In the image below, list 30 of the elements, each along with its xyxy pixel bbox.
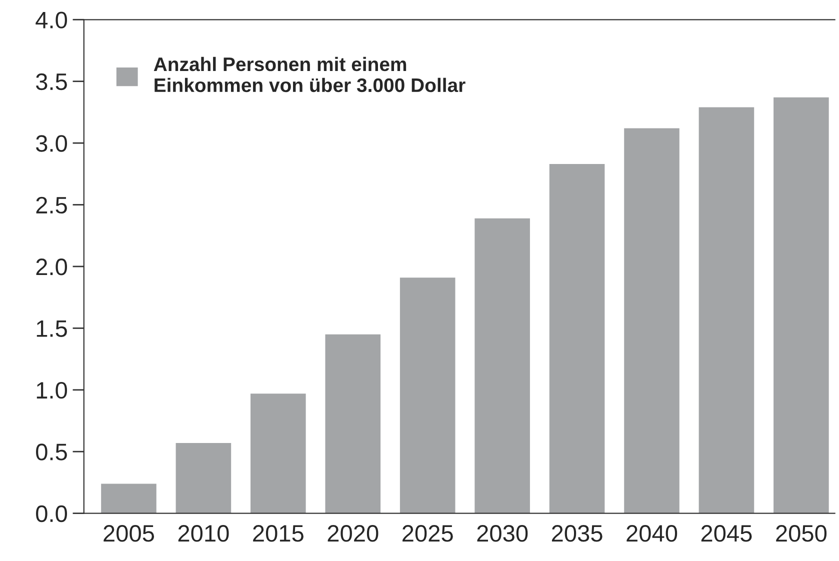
bar	[474, 218, 530, 514]
y-tick-label: 0.0	[36, 505, 68, 522]
bar	[774, 97, 829, 514]
x-tick-label: 2040	[626, 525, 678, 542]
y-tick-label: 3.0	[36, 135, 68, 152]
x-tick-label: 2050	[776, 525, 827, 542]
y-tick-label: 3.5	[36, 73, 67, 90]
bar	[549, 164, 605, 514]
x-tick-label: 2010	[178, 525, 229, 542]
bar	[250, 394, 306, 514]
legend-label: Anzahl Personen mit einem Einkommen von über 3.000 Dollar	[154, 56, 466, 92]
x-tick-label: 2005	[104, 525, 154, 542]
x-tick-label: 2025	[402, 525, 453, 542]
bar	[698, 107, 754, 514]
bar	[325, 334, 381, 514]
x-tick-label: 2030	[477, 525, 528, 542]
x-tick-label: 2045	[701, 525, 752, 542]
bar	[624, 128, 680, 514]
bar	[101, 484, 156, 514]
y-tick-label: 2.0	[36, 258, 68, 276]
x-tick-label: 2035	[552, 525, 602, 542]
x-tick-label: 2015	[253, 525, 304, 542]
y-tick-label: 4.0	[36, 12, 68, 28]
bar	[176, 442, 232, 514]
bar	[400, 278, 456, 514]
y-tick-label: 0.5	[36, 444, 67, 460]
y-tick-label: 1.5	[36, 320, 67, 337]
y-tick-label: 1.0	[36, 382, 68, 399]
x-tick-label: 2020	[328, 525, 378, 542]
y-tick-label: 2.5	[36, 196, 67, 214]
